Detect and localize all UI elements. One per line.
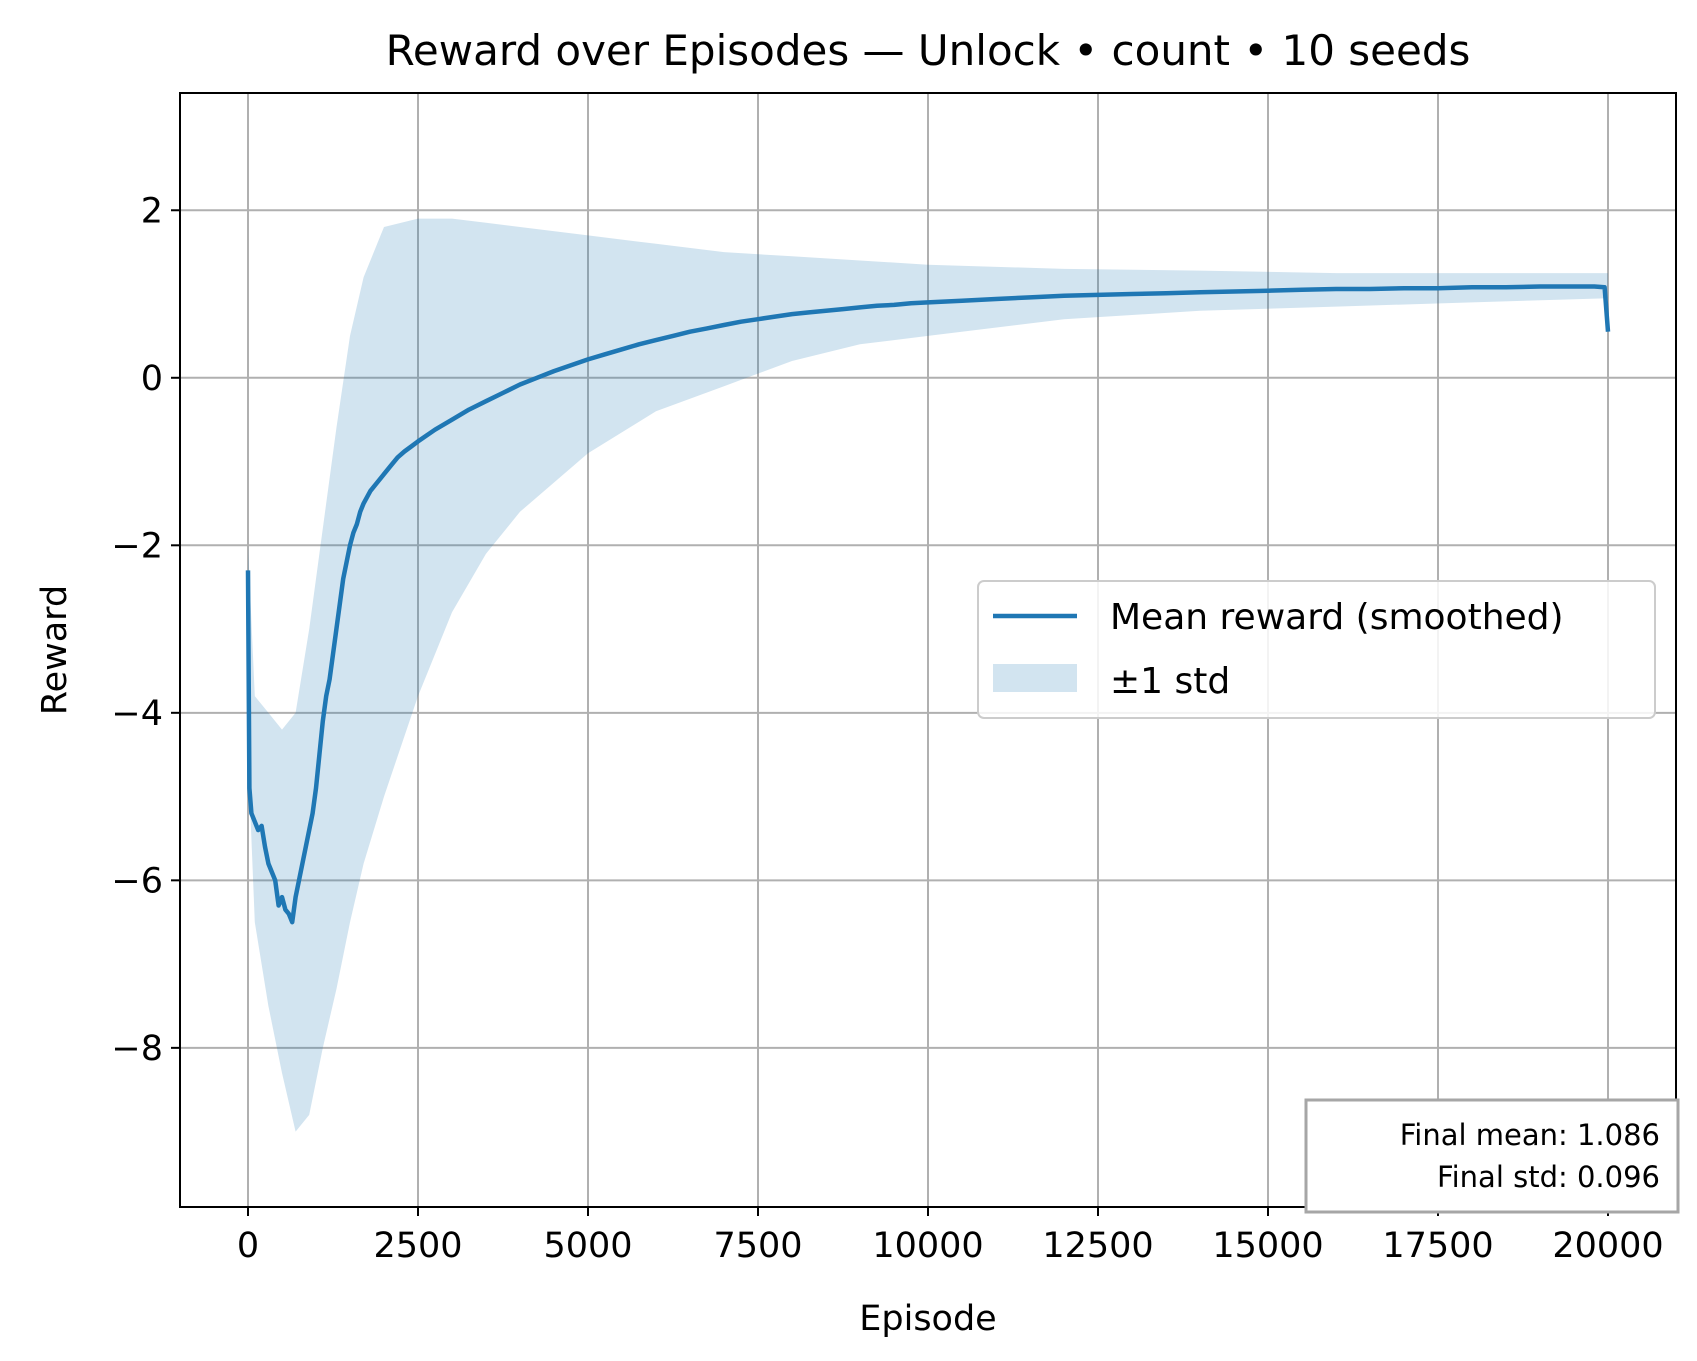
x-tick-label: 5000 <box>543 1226 632 1266</box>
y-tick-label: 2 <box>141 191 163 231</box>
y-tick-label: −4 <box>111 694 163 734</box>
x-tick-label: 10000 <box>872 1226 983 1266</box>
x-tick-label: 12500 <box>1042 1226 1153 1266</box>
legend-label-mean: Mean reward (smoothed) <box>1110 597 1564 638</box>
legend-frame <box>977 580 1656 719</box>
y-tick-label: 0 <box>141 359 163 399</box>
x-tick-label: 7500 <box>713 1226 802 1266</box>
mean-line-layer <box>245 284 1611 925</box>
final-std-text: Final std: 0.096 <box>1437 1160 1660 1194</box>
mean-reward-line <box>245 284 1611 925</box>
final-stats-frame <box>1304 1098 1680 1214</box>
std-band <box>248 218 1608 1132</box>
y-tick-label: −2 <box>111 526 163 566</box>
x-tick-label: 15000 <box>1212 1226 1323 1266</box>
legend: Mean reward (smoothed) ±1 std <box>977 580 1656 719</box>
y-tick-label: −8 <box>111 1029 163 1069</box>
final-stats-box: Final mean: 1.086 Final std: 0.096 <box>1304 1098 1680 1214</box>
y-tick-label: −6 <box>111 861 163 901</box>
legend-band-swatch <box>993 664 1077 692</box>
final-mean-text: Final mean: 1.086 <box>1400 1118 1660 1152</box>
axis-ticks: 0 2500 5000 7500 10000 12500 15000 17500 20000 2 0… <box>111 191 1663 1266</box>
x-tick-label: 17500 <box>1382 1226 1493 1266</box>
x-tick-label: 2500 <box>373 1226 462 1266</box>
std-band-layer <box>248 218 1608 1132</box>
grid <box>180 93 1676 1207</box>
x-tick-label: 20000 <box>1552 1226 1663 1266</box>
chart-title: Reward over Episodes — Unlock • count • … <box>386 26 1471 75</box>
legend-label-std: ±1 std <box>1110 661 1230 702</box>
y-axis-title: Reward <box>35 585 75 715</box>
x-tick-label: 0 <box>237 1226 259 1266</box>
x-axis-title: Episode <box>859 1299 996 1339</box>
